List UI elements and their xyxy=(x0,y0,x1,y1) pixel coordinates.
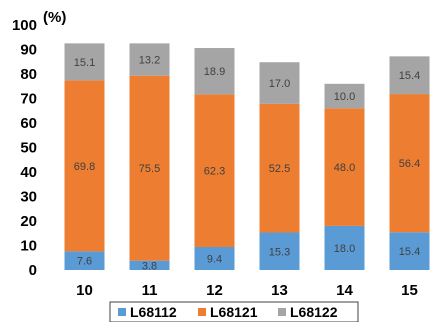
bar-segment xyxy=(194,48,235,95)
bar-segment xyxy=(259,62,300,104)
bar-segment xyxy=(129,75,170,261)
y-tick-label: 50 xyxy=(20,140,37,157)
data-label: 69.8 xyxy=(74,161,95,173)
data-label: 13.2 xyxy=(139,55,160,67)
x-tick-label: 14 xyxy=(336,282,353,299)
x-tick-label: 12 xyxy=(206,282,223,299)
bar-segment xyxy=(389,94,430,233)
legend-label: L68121 xyxy=(210,304,258,320)
bar-segment xyxy=(194,94,235,247)
x-tick-label: 10 xyxy=(76,282,93,299)
bar-segment xyxy=(64,251,105,270)
data-labels-group: 7.6 69.8 15.1 3.8 75.5 13.2 9.4 62.3 18.9 15.3 52.… xyxy=(74,55,420,273)
bar-segment xyxy=(324,83,365,109)
bar-segment xyxy=(64,43,105,81)
y-tick-label: 70 xyxy=(20,91,37,108)
x-axis-ticks: 10 11 12 13 14 15 xyxy=(76,282,418,299)
y-tick-label: 10 xyxy=(20,238,37,255)
y-tick-label: 60 xyxy=(20,115,37,132)
legend-label: L68122 xyxy=(290,304,338,320)
bar-segment xyxy=(259,232,300,270)
data-label: 15.4 xyxy=(399,246,420,258)
data-label: 18.0 xyxy=(334,243,355,255)
x-tick-label: 13 xyxy=(271,282,288,299)
y-tick-label: 80 xyxy=(20,66,37,83)
data-label: 56.4 xyxy=(399,158,420,170)
data-label: 9.4 xyxy=(207,253,222,265)
legend-label: L68112 xyxy=(130,304,177,320)
bar-segment xyxy=(389,232,430,270)
data-label: 18.9 xyxy=(204,66,225,78)
y-tick-label: 0 xyxy=(29,262,37,279)
bar-segment xyxy=(324,108,365,226)
bar-segment xyxy=(259,103,300,233)
bar-segment xyxy=(389,56,430,95)
data-label: 62.3 xyxy=(204,166,225,178)
data-label: 15.1 xyxy=(74,57,95,69)
bars-group xyxy=(64,43,430,270)
legend-box xyxy=(109,301,359,322)
data-label: 15.4 xyxy=(399,70,420,82)
bar-segment xyxy=(129,43,170,76)
legend-swatch xyxy=(118,308,126,316)
data-label: 52.5 xyxy=(269,163,290,175)
data-label: 75.5 xyxy=(139,163,160,175)
bar-segment xyxy=(129,260,170,270)
y-axis-unit-label: (%) xyxy=(43,9,66,26)
y-tick-label: 40 xyxy=(20,164,37,181)
y-tick-label: 20 xyxy=(20,213,37,230)
data-label: 10.0 xyxy=(334,91,355,103)
data-label: 48.0 xyxy=(334,162,355,174)
x-tick-label: 15 xyxy=(401,282,418,299)
data-label: 15.3 xyxy=(269,246,290,258)
y-axis-ticks: 0 10 20 30 40 50 60 70 80 90 100 xyxy=(12,17,37,279)
legend-swatch xyxy=(198,308,206,316)
bar-segment xyxy=(194,246,235,270)
data-label: 3.8 xyxy=(142,260,157,272)
y-tick-label: 90 xyxy=(20,42,37,59)
data-label: 7.6 xyxy=(77,256,92,268)
y-tick-label: 100 xyxy=(12,17,37,34)
bar-segment xyxy=(64,80,105,252)
legend-swatch xyxy=(278,308,286,316)
data-label: 17.0 xyxy=(269,78,290,90)
y-tick-label: 30 xyxy=(20,189,37,206)
x-tick-label: 11 xyxy=(142,282,158,299)
bar-segment xyxy=(324,225,365,270)
legend: L68112 L68121 L68122 xyxy=(109,301,359,322)
